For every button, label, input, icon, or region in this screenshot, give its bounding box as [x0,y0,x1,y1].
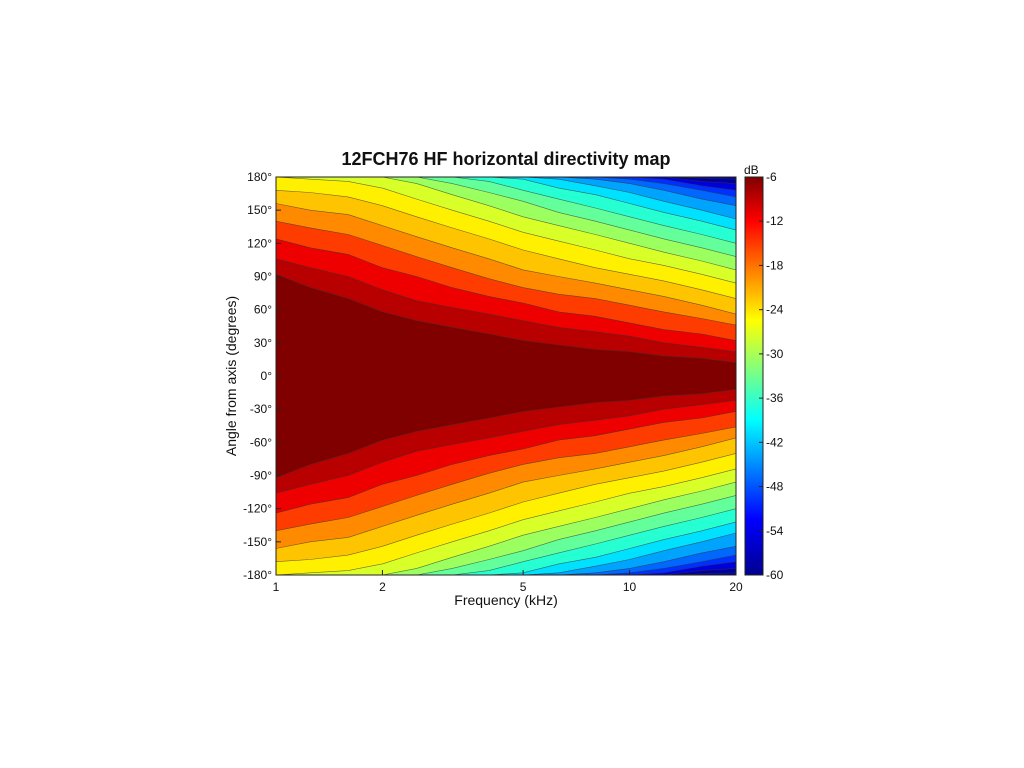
y-tick-label: 180° [247,170,272,184]
y-tick-label: 90° [254,270,272,284]
colorbar-unit: dB [744,163,759,177]
x-axis-label: Frequency (kHz) [454,592,557,608]
x-tick-label: 1 [273,580,280,594]
colorbar-tick-label: -18 [766,258,784,272]
colorbar-tick-label: -48 [766,480,784,494]
colorbar-tick-label: -30 [766,347,784,361]
x-tick-label: 10 [623,580,637,594]
y-tick-label: 30° [254,336,272,350]
y-tick-label: -30° [250,402,272,416]
colorbar-tick-label: -6 [766,170,777,184]
colorbar [744,176,764,576]
colorbar-tick-label: -54 [766,524,784,538]
y-axis-label: Angle from axis (degrees) [223,296,239,456]
x-tick-label: 2 [379,580,386,594]
y-axis-ticks: 180° 150° 120° 90° 60° 30° 0° -30° -60° -90° -120°… [243,170,281,582]
x-tick-label: 20 [729,580,743,594]
plot-area [276,177,736,575]
colorbar-ticks: -6 -12 -18 -24 -30 -36 -42 -48 -54 -60 [759,170,784,582]
y-tick-label: 60° [254,303,272,317]
y-tick-label: -150° [243,535,272,549]
y-tick-label: -120° [243,502,272,516]
colorbar-tick-label: -12 [766,214,784,228]
y-tick-label: 120° [247,236,272,250]
y-tick-label: 0° [261,369,273,383]
y-tick-label: -90° [250,469,272,483]
colorbar-tick-label: -36 [766,391,784,405]
colorbar-tick-label: -24 [766,303,784,317]
y-tick-label: -60° [250,435,272,449]
y-tick-label: 150° [247,203,272,217]
chart-title: 12FCH76 HF horizontal directivity map [341,149,670,169]
colorbar-tick-label: -42 [766,435,784,449]
contour-bands [276,177,736,575]
x-tick-label: 5 [520,580,527,594]
colorbar-tick-label: -60 [766,568,784,582]
x-axis-ticks: 1 2 5 10 20 [273,570,743,594]
contour-band-minus-6db [276,273,736,479]
y-tick-label: -180° [243,568,272,582]
